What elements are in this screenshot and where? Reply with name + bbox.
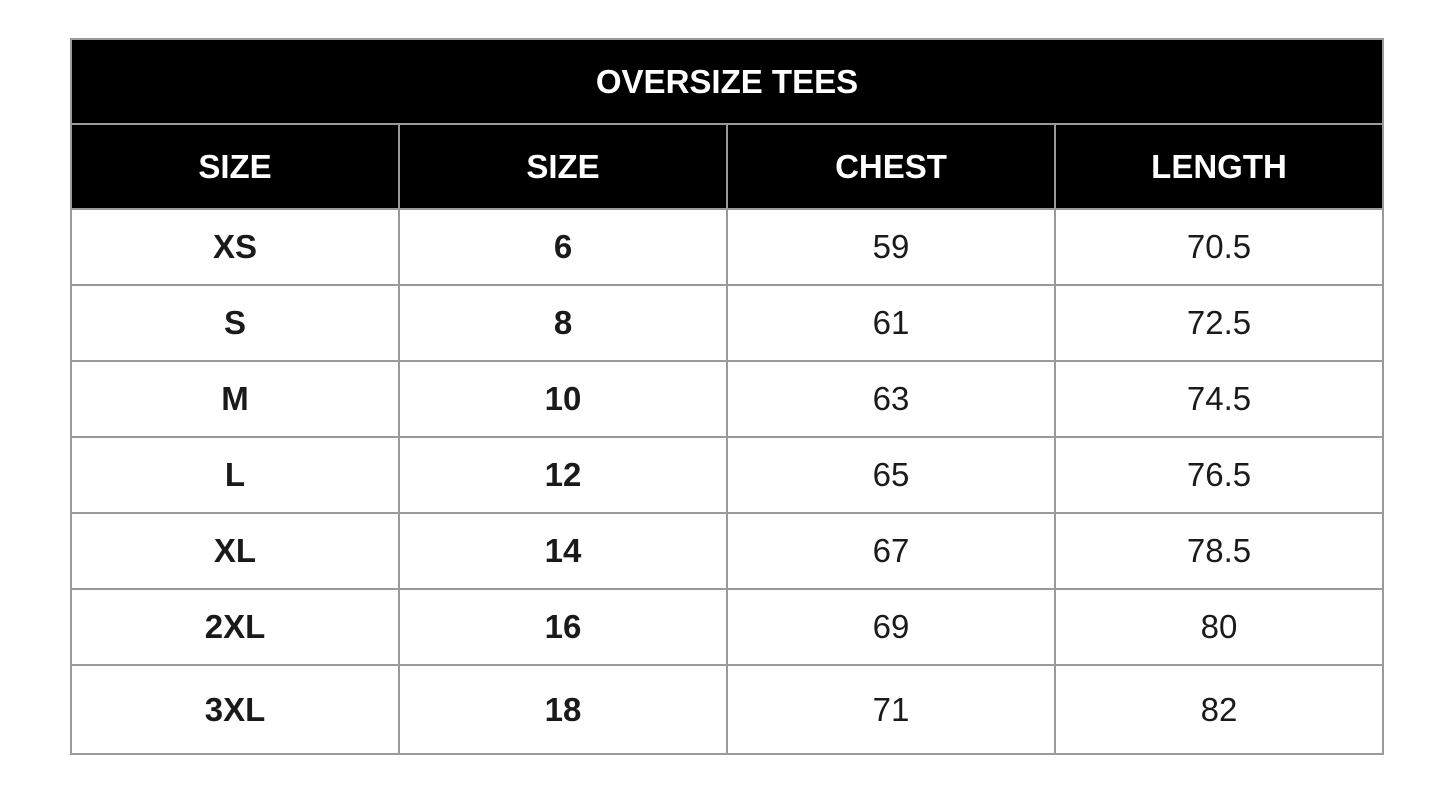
cell-chest: 69 <box>726 588 1056 666</box>
cell-size-number: 18 <box>398 664 728 755</box>
cell-size-number: 14 <box>398 512 728 590</box>
header-row: SIZE SIZE CHEST LENGTH <box>70 123 1384 210</box>
cell-size-letter: L <box>70 436 400 514</box>
title-row: OVERSIZE TEES <box>70 38 1384 125</box>
cell-length: 80 <box>1054 588 1384 666</box>
header-size-number: SIZE <box>398 123 728 210</box>
cell-size-letter: M <box>70 360 400 438</box>
cell-length: 82 <box>1054 664 1384 755</box>
cell-chest: 71 <box>726 664 1056 755</box>
cell-length: 72.5 <box>1054 284 1384 362</box>
size-chart-table: OVERSIZE TEES SIZE SIZE CHEST LENGTH XS 6… <box>70 38 1384 755</box>
table-row: 3XL 18 71 82 <box>70 664 1384 755</box>
header-length: LENGTH <box>1054 123 1384 210</box>
cell-length: 70.5 <box>1054 208 1384 286</box>
table-row: L 12 65 76.5 <box>70 436 1384 514</box>
cell-size-number: 8 <box>398 284 728 362</box>
cell-size-number: 16 <box>398 588 728 666</box>
table-row: XL 14 67 78.5 <box>70 512 1384 590</box>
cell-size-number: 12 <box>398 436 728 514</box>
cell-size-letter: 3XL <box>70 664 400 755</box>
cell-length: 76.5 <box>1054 436 1384 514</box>
cell-size-number: 6 <box>398 208 728 286</box>
cell-chest: 67 <box>726 512 1056 590</box>
cell-size-number: 10 <box>398 360 728 438</box>
cell-length: 74.5 <box>1054 360 1384 438</box>
cell-size-letter: 2XL <box>70 588 400 666</box>
table-row: 2XL 16 69 80 <box>70 588 1384 666</box>
cell-chest: 61 <box>726 284 1056 362</box>
header-size-letter: SIZE <box>70 123 400 210</box>
cell-chest: 59 <box>726 208 1056 286</box>
cell-size-letter: S <box>70 284 400 362</box>
cell-size-letter: XL <box>70 512 400 590</box>
header-chest: CHEST <box>726 123 1056 210</box>
table-row: XS 6 59 70.5 <box>70 208 1384 286</box>
table-title: OVERSIZE TEES <box>70 38 1384 125</box>
cell-length: 78.5 <box>1054 512 1384 590</box>
cell-chest: 63 <box>726 360 1056 438</box>
cell-size-letter: XS <box>70 208 400 286</box>
cell-chest: 65 <box>726 436 1056 514</box>
table-row: M 10 63 74.5 <box>70 360 1384 438</box>
table-row: S 8 61 72.5 <box>70 284 1384 362</box>
